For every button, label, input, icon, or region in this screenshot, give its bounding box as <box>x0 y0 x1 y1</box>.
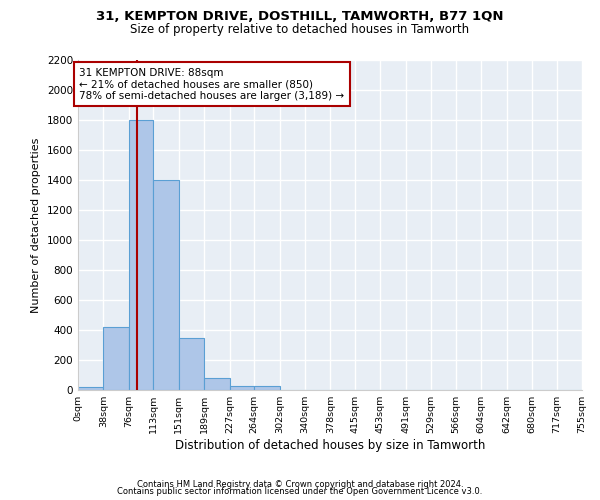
Bar <box>204 378 230 390</box>
Bar <box>230 386 254 390</box>
Bar <box>103 327 129 390</box>
Text: 31 KEMPTON DRIVE: 88sqm
← 21% of detached houses are smaller (850)
78% of semi-d: 31 KEMPTON DRIVE: 88sqm ← 21% of detache… <box>79 68 344 100</box>
Bar <box>154 180 179 390</box>
Text: Size of property relative to detached houses in Tamworth: Size of property relative to detached ho… <box>130 22 470 36</box>
Bar <box>78 387 103 390</box>
Text: 31, KEMPTON DRIVE, DOSTHILL, TAMWORTH, B77 1QN: 31, KEMPTON DRIVE, DOSTHILL, TAMWORTH, B… <box>96 10 504 23</box>
Y-axis label: Number of detached properties: Number of detached properties <box>31 138 41 312</box>
Bar <box>254 386 280 390</box>
Text: Contains public sector information licensed under the Open Government Licence v3: Contains public sector information licen… <box>118 488 482 496</box>
X-axis label: Distribution of detached houses by size in Tamworth: Distribution of detached houses by size … <box>175 439 485 452</box>
Text: Contains HM Land Registry data © Crown copyright and database right 2024.: Contains HM Land Registry data © Crown c… <box>137 480 463 489</box>
Bar <box>129 120 154 390</box>
Bar <box>179 338 204 390</box>
